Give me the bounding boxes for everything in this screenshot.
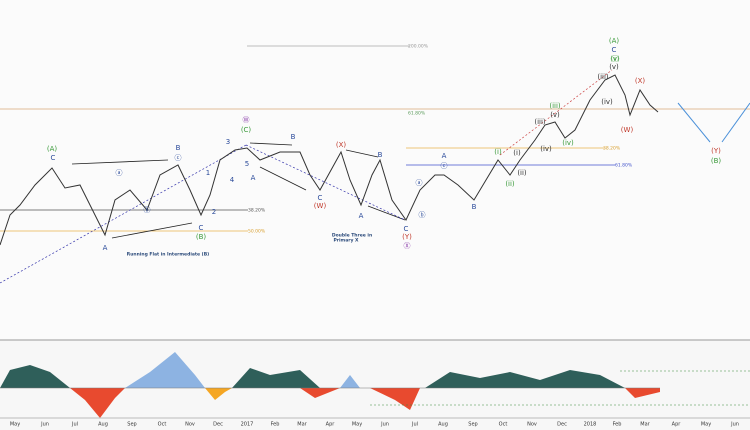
- x-tick-label: Apr: [672, 422, 682, 428]
- wave-label: (X): [336, 141, 347, 149]
- wave-label: (Y): [711, 147, 721, 155]
- wave-label: (i): [513, 149, 521, 157]
- wave-label: C: [404, 225, 409, 233]
- x-tick-label: May: [10, 422, 20, 428]
- wave-label: C: [51, 154, 56, 162]
- wave-label: 4: [230, 176, 235, 184]
- wave-label: B: [291, 133, 296, 141]
- x-tick-label: 2017: [241, 422, 254, 428]
- x-tick-label: Jun: [40, 422, 49, 428]
- x-tick-label: Aug: [98, 422, 108, 428]
- trend-lines: [71, 142, 406, 239]
- wave-label: B: [378, 151, 383, 159]
- wave-label: C: [199, 224, 204, 232]
- x-tick-label: Nov: [527, 422, 537, 428]
- fib-label: 200.00%: [408, 44, 429, 50]
- fib-label: 38.20%: [248, 208, 266, 214]
- x-tick-label: Dec: [213, 422, 223, 428]
- wave-label: 3: [226, 138, 230, 146]
- wave-label: (ii): [517, 169, 527, 177]
- wave-label: (iv): [540, 145, 552, 153]
- fib-lines: [0, 45, 750, 232]
- x-tick-label: Oct: [158, 422, 167, 428]
- wave-label: ⓒ: [441, 162, 448, 170]
- wave-label: (ii): [505, 180, 515, 188]
- price-line: [0, 74, 659, 246]
- wave-label: (v): [610, 55, 620, 63]
- x-tick-label: May: [352, 422, 362, 428]
- wave-label: C: [318, 194, 323, 202]
- x-tick-label: Feb: [271, 422, 280, 428]
- wave-label: C: [612, 46, 617, 54]
- wave-label: (B): [196, 233, 207, 241]
- wave-label: 5: [245, 160, 249, 168]
- oscillator: [0, 352, 750, 418]
- x-tick-label: Jul: [71, 422, 78, 428]
- wave-label: (B): [711, 157, 722, 165]
- wave-label: ⓒ: [175, 154, 182, 162]
- x-tick-label: Nov: [185, 422, 195, 428]
- x-tick-label: Mar: [297, 422, 307, 428]
- x-tick-label: Oct: [499, 422, 508, 428]
- wave-label: (v): [550, 111, 560, 119]
- x-tick-label: Sep: [127, 422, 136, 428]
- fib-label: 61.80%: [615, 163, 633, 169]
- x-tick-label: Jun: [380, 422, 389, 428]
- wave-label: ⓑ: [144, 206, 151, 214]
- wave-label: Ⓦ: [243, 116, 250, 124]
- wave-label: ⓐ: [416, 179, 423, 187]
- wave-label: ⓐ: [116, 169, 123, 177]
- fib-label: 61.80%: [408, 111, 426, 117]
- projection: [677, 102, 750, 143]
- fib-label: 50.00%: [248, 229, 266, 235]
- wave-label: A: [359, 212, 364, 220]
- fib-label: 38.20%: [603, 146, 621, 152]
- x-tick-label: Jul: [411, 422, 418, 428]
- wave-label: (v): [609, 63, 619, 71]
- wave-label: ⓥ: [612, 55, 619, 63]
- wave-label: A: [103, 244, 108, 252]
- wave-label: (iii): [549, 102, 561, 110]
- x-tick-label: Apr: [326, 422, 336, 428]
- x-tick-label: Feb: [613, 422, 622, 428]
- wave-label: B: [472, 203, 477, 211]
- labels: May Jun Jul Aug Sep Oct Nov Dec 2017 Feb Mar Apr May…: [10, 37, 739, 428]
- x-tick-label: Jun: [730, 422, 739, 428]
- x-tick-label: Aug: [438, 422, 448, 428]
- wave-label: (Y): [402, 233, 412, 241]
- wave-label: (X): [635, 77, 646, 85]
- wave-label: (W): [621, 126, 634, 134]
- annotation: Double Three in: [332, 233, 372, 239]
- wave-label: (iv): [601, 98, 613, 106]
- wave-label: A: [251, 174, 256, 182]
- wave-label: ⓑ: [419, 211, 426, 219]
- x-tick-label: Mar: [640, 422, 650, 428]
- wave-label: (A): [609, 37, 620, 45]
- wave-label: 1: [206, 169, 210, 177]
- wave-label: A: [442, 152, 447, 160]
- wave-label: (iii): [534, 118, 546, 126]
- wave-label: (iv): [562, 139, 574, 147]
- x-tick-label: Sep: [468, 422, 477, 428]
- x-tick-label: May: [701, 422, 711, 428]
- annotation: Primary X: [334, 238, 360, 244]
- wave-label: (A): [47, 145, 58, 153]
- wave-label: 2: [212, 208, 216, 216]
- wave-label: (C): [241, 126, 252, 134]
- wave-label: (iii): [597, 73, 609, 81]
- wave-label: (i): [494, 148, 502, 156]
- x-tick-label: Dec: [557, 422, 567, 428]
- x-tick-label: 2018: [584, 422, 597, 428]
- wave-label: Ⓧ: [404, 242, 411, 250]
- wave-label: B: [176, 144, 181, 152]
- wave-label: (W): [314, 202, 327, 210]
- annotation: Running Flat in Intermediate (B): [127, 252, 209, 258]
- channel-lines: [0, 69, 613, 284]
